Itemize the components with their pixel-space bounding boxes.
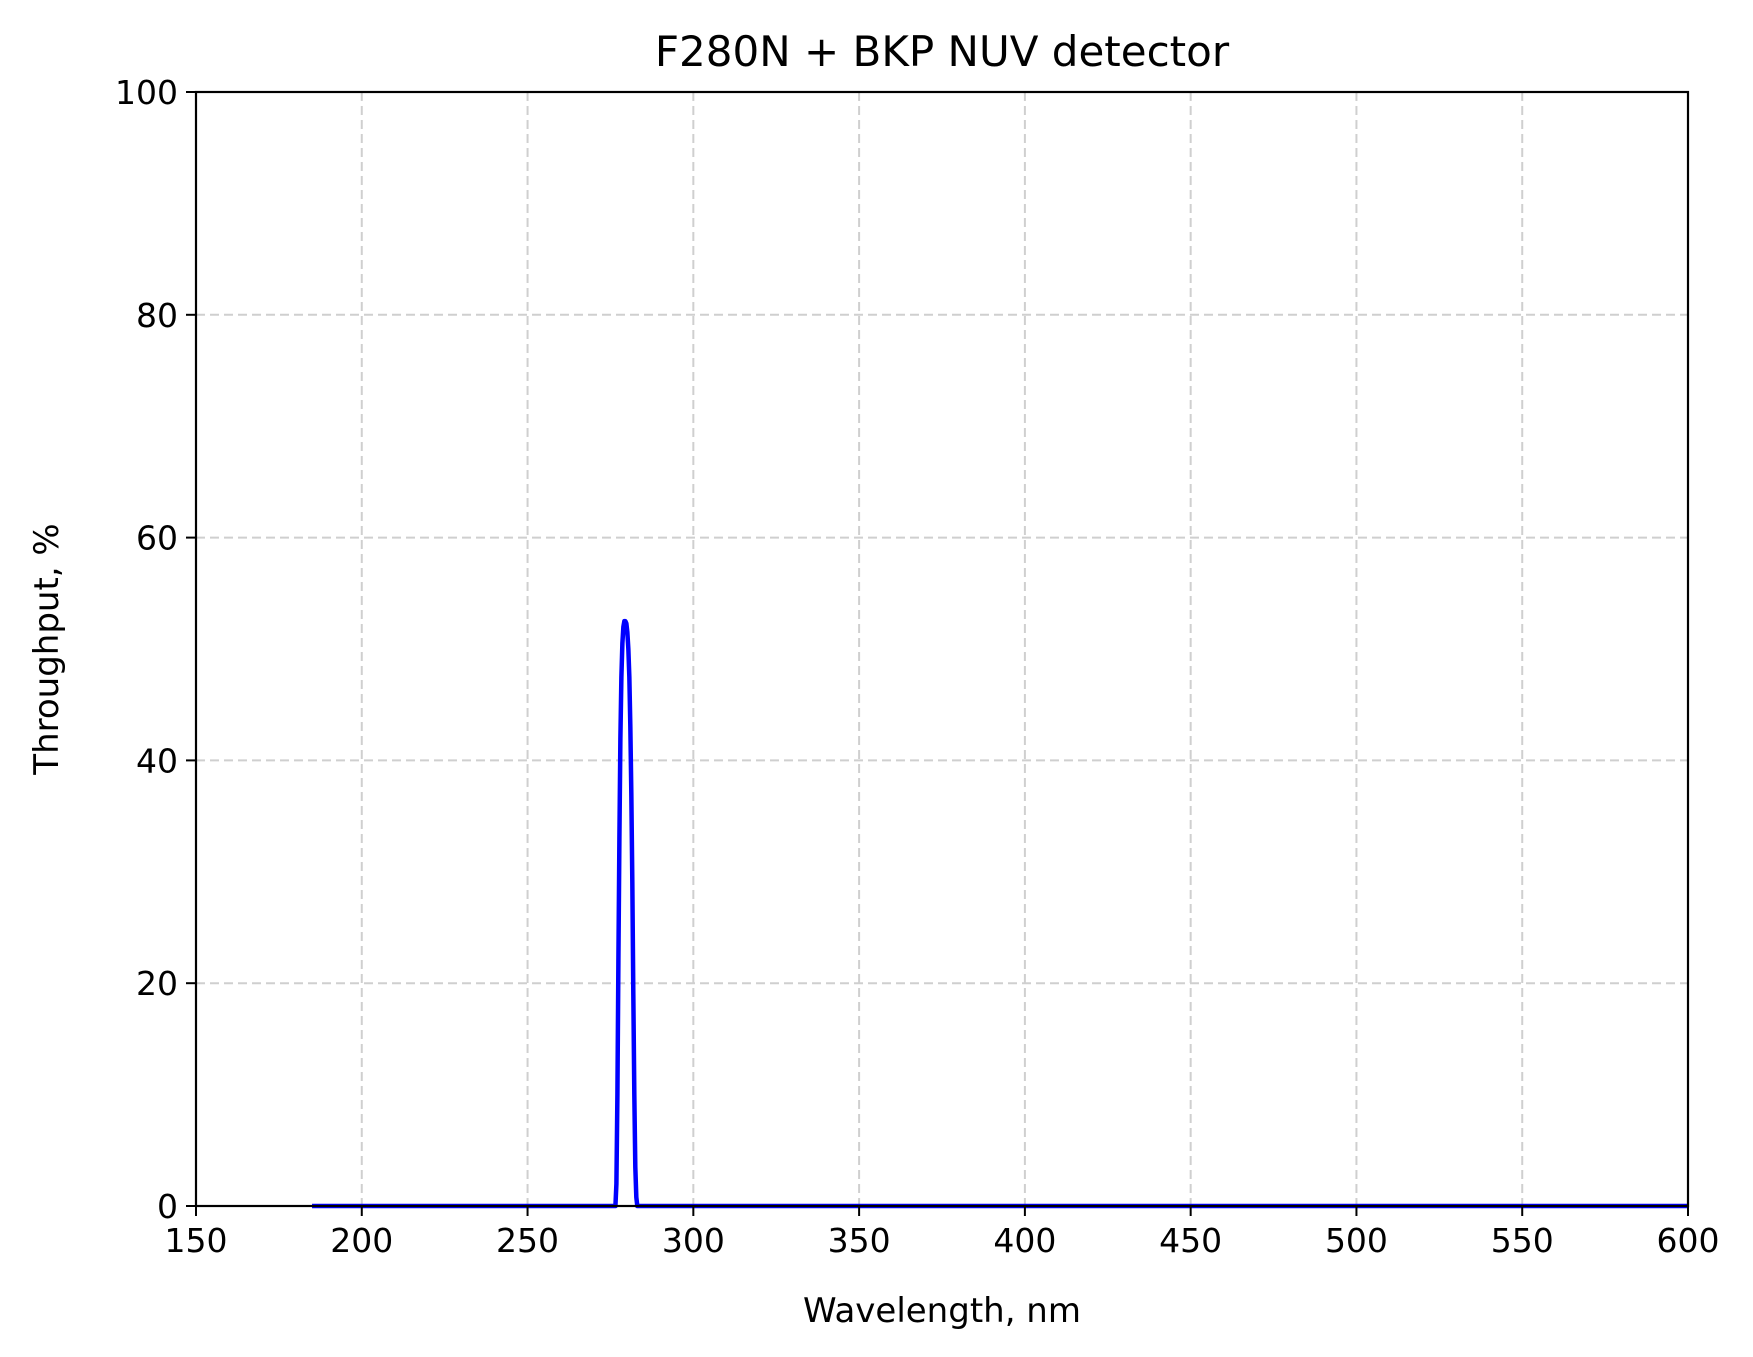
x-tick-label: 400 <box>993 1221 1056 1260</box>
x-tick-label: 150 <box>165 1221 228 1260</box>
x-axis: 150 200 250 300 350 400 450 500 550 600 <box>165 1206 1720 1260</box>
x-tick-label: 200 <box>330 1221 393 1260</box>
x-tick-label: 250 <box>496 1221 559 1260</box>
y-tick-label: 100 <box>115 73 178 112</box>
throughput-series-line <box>312 618 1688 1209</box>
x-tick-label: 600 <box>1657 1221 1720 1260</box>
x-tick-label: 500 <box>1325 1221 1388 1260</box>
x-tick-label: 300 <box>662 1221 725 1260</box>
grid-lines <box>196 92 1688 1206</box>
y-axis: 0 20 40 60 80 100 <box>115 73 196 1226</box>
y-tick-label: 40 <box>136 741 178 780</box>
series-layer <box>312 618 1688 1209</box>
plot-frame <box>194 90 1690 1208</box>
y-tick-label: 60 <box>136 519 178 558</box>
chart-title: F280N + BKP NUV detector <box>655 27 1230 76</box>
x-tick-label: 350 <box>828 1221 891 1260</box>
y-tick-label: 0 <box>157 1187 178 1226</box>
x-tick-label: 550 <box>1491 1221 1554 1260</box>
x-tick-label: 450 <box>1159 1221 1222 1260</box>
y-axis-label: Throughput, % <box>27 523 67 775</box>
x-axis-label: Wavelength, nm <box>803 1291 1081 1331</box>
y-tick-label: 80 <box>136 296 178 335</box>
y-tick-label: 20 <box>136 964 178 1003</box>
